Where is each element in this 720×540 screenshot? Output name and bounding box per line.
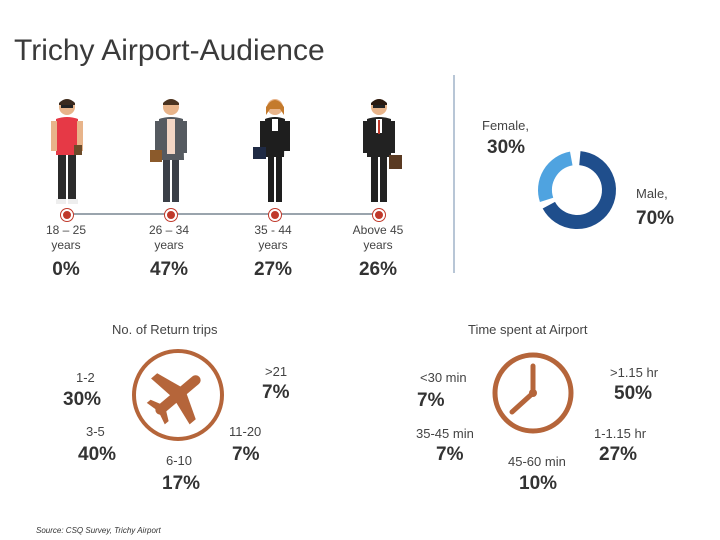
gender-donut-chart [538, 151, 616, 229]
female-segment [538, 151, 573, 203]
source-note: Source: CSQ Survey, Trichy Airport [36, 526, 161, 535]
age-range-unit: years [363, 238, 393, 252]
time-1-1-15-value: 27% [599, 444, 638, 465]
age-range-35-44: 35 - 44 years [233, 223, 313, 253]
age-range-unit: years [258, 238, 288, 252]
timeline-marker [269, 209, 281, 221]
age-range-label: 35 - 44 [254, 223, 292, 237]
male-segment [542, 151, 616, 229]
return-trips-1-2-label: 1-2 [76, 370, 95, 385]
return-trips-title: No. of Return trips [112, 322, 218, 337]
page-title: Trichy Airport-Audience [14, 34, 325, 67]
timeline-marker [165, 209, 177, 221]
age-range-above-45: Above 45 years [338, 223, 418, 253]
time-under-30-label: <30 min [420, 370, 467, 385]
person-young-male-icon [51, 99, 83, 204]
age-range-label: Above 45 [352, 223, 404, 237]
return-trips-3-5-label: 3-5 [86, 424, 105, 439]
time-under-30-value: 7% [417, 390, 445, 411]
age-timeline [62, 213, 380, 215]
person-casual-male-icon [150, 99, 187, 202]
age-range-18-25: 18 – 25 years [26, 223, 106, 253]
age-value-26-34: 47% [149, 259, 189, 280]
time-over-1-15-label: >1.15 hr [610, 365, 659, 380]
female-value: 30% [487, 137, 526, 158]
age-value-18-25: 0% [52, 259, 80, 280]
airplane-icon [132, 349, 224, 441]
time-over-1-15-value: 50% [614, 383, 653, 404]
age-value-above-45: 26% [358, 259, 398, 280]
time-35-45-value: 7% [436, 444, 464, 465]
male-label: Male, [636, 186, 668, 201]
age-range-26-34: 26 – 34 years [129, 223, 209, 253]
return-trips-21-label: >21 [265, 364, 288, 379]
time-35-45-label: 35-45 min [416, 426, 474, 441]
age-range-label: 18 – 25 [45, 223, 87, 237]
time-45-60-value: 10% [519, 473, 558, 494]
return-trips-6-10-label: 6-10 [166, 453, 193, 468]
female-label: Female, [482, 118, 529, 133]
age-range-unit: years [154, 238, 184, 252]
person-businessman-icon [363, 99, 402, 202]
male-value: 70% [636, 208, 675, 229]
divider [453, 75, 455, 273]
return-trips-11-20-label: 11-20 [229, 424, 262, 439]
person-female-icon [253, 99, 290, 202]
age-value-35-44: 27% [253, 259, 293, 280]
return-trips-1-2-value: 30% [63, 389, 102, 410]
age-range-label: 26 – 34 [148, 223, 190, 237]
clock-icon [492, 352, 574, 434]
return-trips-11-20-value: 7% [232, 444, 260, 465]
age-range-unit: years [51, 238, 81, 252]
timeline-marker [373, 209, 385, 221]
time-1-1-15-label: 1-1.15 hr [594, 426, 647, 441]
return-trips-3-5-value: 40% [78, 444, 117, 465]
time-45-60-label: 45-60 min [508, 454, 566, 469]
timeline-marker [61, 209, 73, 221]
time-spent-title: Time spent at Airport [468, 322, 588, 337]
return-trips-21-value: 7% [262, 382, 290, 403]
return-trips-6-10-value: 17% [162, 473, 201, 494]
